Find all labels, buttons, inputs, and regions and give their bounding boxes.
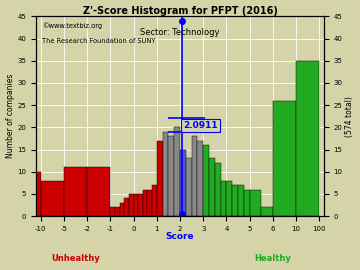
- Text: The Research Foundation of SUNY: The Research Foundation of SUNY: [42, 38, 155, 44]
- Bar: [157, 141, 163, 216]
- Bar: [261, 207, 273, 216]
- Bar: [115, 207, 120, 216]
- Bar: [41, 181, 64, 216]
- Y-axis label: Number of companies: Number of companies: [5, 74, 14, 158]
- Bar: [249, 190, 261, 216]
- Bar: [120, 203, 124, 216]
- Y-axis label: (574 total): (574 total): [346, 96, 355, 137]
- Bar: [221, 181, 226, 216]
- Text: ©www.textbiz.org: ©www.textbiz.org: [42, 22, 102, 29]
- Bar: [64, 167, 87, 216]
- Bar: [296, 61, 319, 216]
- Bar: [129, 194, 134, 216]
- Bar: [215, 163, 221, 216]
- Bar: [232, 185, 238, 216]
- Text: Unhealthy: Unhealthy: [51, 254, 100, 263]
- Bar: [180, 150, 186, 216]
- Title: Z'-Score Histogram for PFPT (2016): Z'-Score Histogram for PFPT (2016): [82, 6, 278, 16]
- Bar: [87, 167, 111, 216]
- Bar: [111, 207, 115, 216]
- Bar: [143, 190, 148, 216]
- Bar: [203, 145, 209, 216]
- Text: Healthy: Healthy: [255, 254, 291, 263]
- Bar: [226, 181, 232, 216]
- Bar: [273, 101, 296, 216]
- X-axis label: Score: Score: [166, 232, 194, 241]
- Bar: [138, 194, 143, 216]
- Bar: [163, 132, 168, 216]
- Bar: [197, 141, 203, 216]
- Bar: [244, 190, 249, 216]
- Text: Sector: Technology: Sector: Technology: [140, 28, 220, 37]
- Bar: [186, 158, 192, 216]
- Bar: [168, 136, 174, 216]
- Bar: [124, 198, 129, 216]
- Bar: [238, 185, 244, 216]
- Bar: [174, 127, 180, 216]
- Bar: [152, 185, 157, 216]
- Bar: [31, 172, 41, 216]
- Bar: [134, 194, 138, 216]
- Bar: [209, 158, 215, 216]
- Bar: [192, 136, 197, 216]
- Bar: [148, 190, 152, 216]
- Text: 2.0911: 2.0911: [183, 121, 218, 130]
